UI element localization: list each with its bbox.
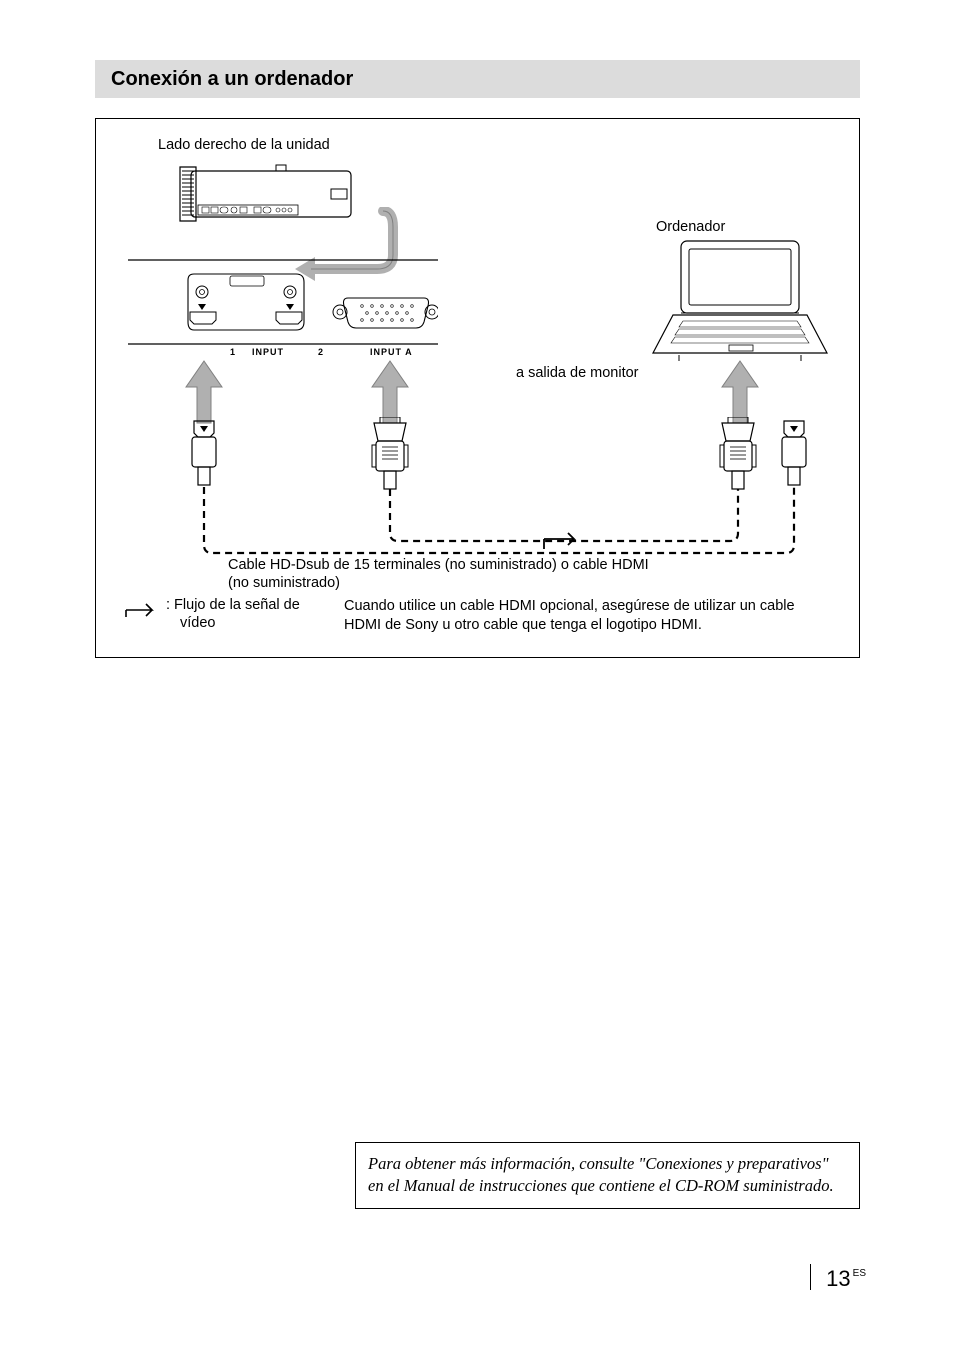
cable-note-line1: Cable HD-Dsub de 15 terminales (no sumin…	[228, 557, 649, 574]
info-note-box: Para obtener más información, consulte "…	[355, 1142, 860, 1209]
cable-note-line2: (no suministrado)	[228, 575, 340, 592]
page: Conexión a un ordenador Lado derecho de …	[0, 0, 954, 1352]
section-title: Conexión a un ordenador	[111, 68, 353, 91]
page-number-rule	[810, 1264, 811, 1290]
hdmi-advice-text: Cuando utilice un cable HDMI opcional, a…	[344, 597, 834, 635]
dashed-cables-svg	[96, 119, 861, 659]
page-lang: ES	[853, 1268, 866, 1279]
signal-flow-legend-icon	[122, 601, 164, 619]
section-header: Conexión a un ordenador	[95, 60, 860, 98]
diagram-container: Lado derecho de la unidad Ordenador	[95, 118, 860, 658]
info-note-text: Para obtener más información, consulte "…	[368, 1154, 834, 1195]
page-number: 13ES	[826, 1266, 864, 1292]
signal-flow-line2: vídeo	[180, 615, 215, 632]
signal-flow-line1: : Flujo de la señal de	[166, 597, 300, 614]
page-number-value: 13	[826, 1266, 850, 1291]
